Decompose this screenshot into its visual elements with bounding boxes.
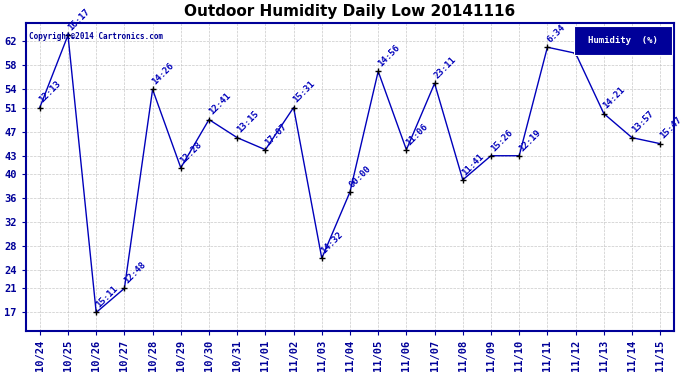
- Text: 15:31: 15:31: [291, 80, 317, 105]
- Title: Outdoor Humidity Daily Low 20141116: Outdoor Humidity Daily Low 20141116: [184, 4, 515, 19]
- Text: 14:21: 14:21: [602, 86, 627, 111]
- Text: 6:34: 6:34: [545, 23, 566, 45]
- Text: 15:47: 15:47: [658, 116, 683, 141]
- Text: 23:11: 23:11: [433, 55, 457, 81]
- Text: Copyright©2014 Cartronics.com: Copyright©2014 Cartronics.com: [29, 32, 163, 41]
- Text: 15:11: 15:11: [94, 284, 119, 310]
- Text: 14:56: 14:56: [376, 43, 402, 69]
- Text: 11:06: 11:06: [404, 122, 430, 147]
- Bar: [574, 26, 672, 56]
- Text: 12:48: 12:48: [122, 260, 148, 286]
- Text: 13:57: 13:57: [630, 110, 656, 135]
- Text: 14:32: 14:32: [319, 230, 345, 255]
- Text: 12:13: 12:13: [37, 80, 63, 105]
- Text: 12:41: 12:41: [207, 92, 232, 117]
- Text: 21:54: 21:54: [573, 25, 599, 51]
- Text: 13:15: 13:15: [235, 110, 260, 135]
- Text: 16:17: 16:17: [66, 7, 91, 32]
- Text: 00:00: 00:00: [348, 164, 373, 189]
- Text: 15:26: 15:26: [489, 128, 514, 153]
- Text: 17:07: 17:07: [263, 122, 288, 147]
- Text: Humidity  (%): Humidity (%): [588, 36, 658, 45]
- Text: 12:19: 12:19: [517, 128, 542, 153]
- Text: 11:41: 11:41: [461, 152, 486, 177]
- Text: 14:26: 14:26: [150, 61, 176, 87]
- Text: 12:28: 12:28: [179, 140, 204, 165]
